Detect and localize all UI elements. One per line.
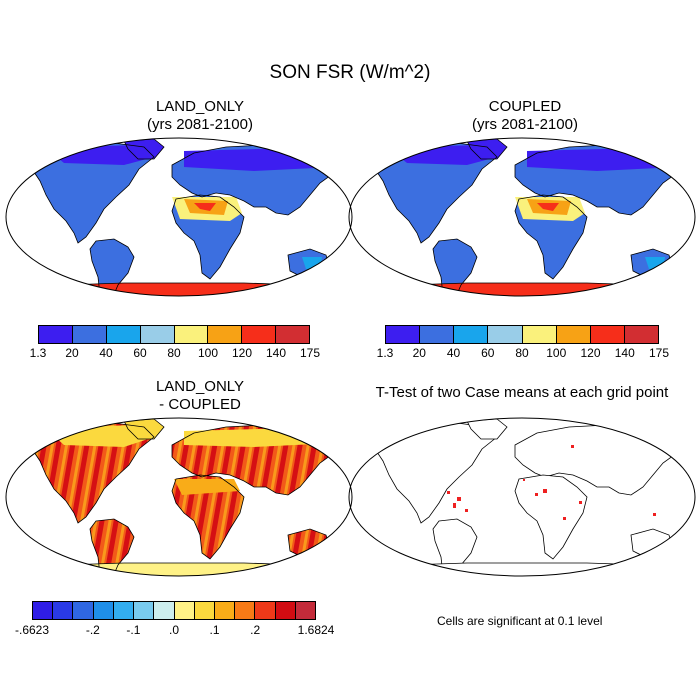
ttest-note: Cells are significant at 0.1 level (437, 614, 603, 628)
panel-title-line1: LAND_ONLY (155, 378, 245, 395)
colorbar-tick-label: 175 (648, 346, 670, 360)
globe-outline (5, 417, 353, 577)
globe-outline (348, 417, 696, 577)
globe-outline (348, 137, 696, 297)
colorbar-tick-label: .2 (250, 623, 261, 637)
colorbar-swatch (590, 326, 625, 343)
colorbar-swatch (33, 602, 54, 619)
colorbar-coupled-labels: 1.3 20 40 60 80 100 120 140 175 (377, 346, 669, 362)
colorbar-swatch (93, 602, 114, 619)
colorbar-tick-label: 120 (231, 346, 253, 360)
colorbar-swatch (386, 326, 421, 343)
colorbar-swatch (275, 602, 296, 619)
panel-title-line1: T-Test of two Case means at each grid po… (375, 384, 669, 401)
colorbar-tick-label: 20 (412, 346, 426, 360)
significant-cells (447, 445, 656, 520)
colorbar-tick-label: -.2 (85, 623, 100, 637)
colorbar-tick-label: 40 (446, 346, 461, 360)
colorbar-difference-labels: -.6623 -.2 -.1 .0 .1 .2 1.6824 (15, 623, 334, 639)
colorbar-swatch (255, 602, 276, 619)
colorbar-swatch (140, 326, 175, 343)
colorbar-tick-label: .0 (168, 623, 180, 637)
colorbar-difference (32, 601, 316, 620)
colorbar-swatch (556, 326, 591, 343)
colorbar-swatch (39, 326, 73, 343)
colorbar-tick-label: 1.6824 (297, 623, 335, 637)
colorbar-swatch (295, 602, 316, 619)
colorbar-swatch (454, 326, 489, 343)
globe-outline (5, 137, 353, 297)
colorbar-coupled (385, 325, 659, 344)
colorbar-swatch (154, 602, 175, 619)
colorbar-swatch (420, 326, 455, 343)
colorbar-swatch (73, 602, 94, 619)
colorbar-swatch (276, 326, 309, 343)
colorbar-tick-label: 1.3 (376, 346, 394, 360)
map-ttest (348, 417, 696, 577)
colorbar-tick-label: -.6623 (14, 623, 50, 637)
colorbar-tick-label: 60 (481, 346, 495, 360)
colorbar-land-only-labels: 1.3 20 40 60 80 100 120 140 175 (30, 346, 320, 362)
colorbar-tick-label: 100 (197, 346, 219, 360)
colorbar-swatch (53, 602, 74, 619)
panel-title-line2: (yrs 2081-2100) (472, 116, 578, 133)
colorbar-tick-label: -.1 (126, 623, 141, 637)
colorbar-tick-label: 100 (546, 346, 567, 360)
colorbar-tick-label: 60 (133, 346, 147, 360)
map-land-only (5, 137, 353, 297)
colorbar-tick-label: 40 (99, 346, 113, 360)
colorbar-swatch (106, 326, 141, 343)
map-difference (5, 417, 353, 577)
colorbar-tick-label: 140 (265, 346, 287, 360)
colorbar-swatch (235, 602, 256, 619)
colorbar-tick-label: .1 (209, 623, 220, 637)
colorbar-swatch (522, 326, 557, 343)
colorbar-swatch (174, 326, 209, 343)
colorbar-tick-label: 140 (614, 346, 635, 360)
main-title: SON FSR (W/m^2) (269, 62, 431, 83)
panel-title-line2: (yrs 2081-2100) (147, 116, 253, 133)
panel-title-coupled: COUPLED (yrs 2081-2100) (350, 98, 700, 134)
colorbar-land-only (38, 325, 310, 344)
colorbar-swatch (214, 602, 236, 619)
panel-title-line1: LAND_ONLY (155, 98, 245, 115)
colorbar-tick-label: 1.3 (29, 346, 47, 360)
colorbar-swatch (488, 326, 523, 343)
colorbar-swatch (72, 326, 107, 343)
panel-title-line2: - COUPLED (159, 396, 241, 413)
colorbar-tick-label: 20 (65, 346, 79, 360)
colorbar-swatch (113, 602, 135, 619)
map-coupled (348, 137, 696, 297)
panel-title-land-only: LAND_ONLY (yrs 2081-2100) (25, 98, 375, 134)
colorbar-swatch (174, 602, 195, 619)
colorbar-tick-label: 80 (167, 346, 181, 360)
colorbar-swatch (624, 326, 658, 343)
colorbar-tick-label: 80 (515, 346, 529, 360)
colorbar-swatch (134, 602, 155, 619)
panel-title-ttest: T-Test of two Case means at each grid po… (347, 384, 697, 402)
colorbar-swatch (194, 602, 215, 619)
colorbar-tick-label: 175 (299, 346, 321, 360)
colorbar-tick-label: 120 (580, 346, 601, 360)
panel-title-difference: LAND_ONLY - COUPLED (25, 378, 375, 414)
colorbar-swatch (242, 326, 277, 343)
panel-title-line1: COUPLED (488, 98, 562, 115)
colorbar-swatch (208, 326, 243, 343)
